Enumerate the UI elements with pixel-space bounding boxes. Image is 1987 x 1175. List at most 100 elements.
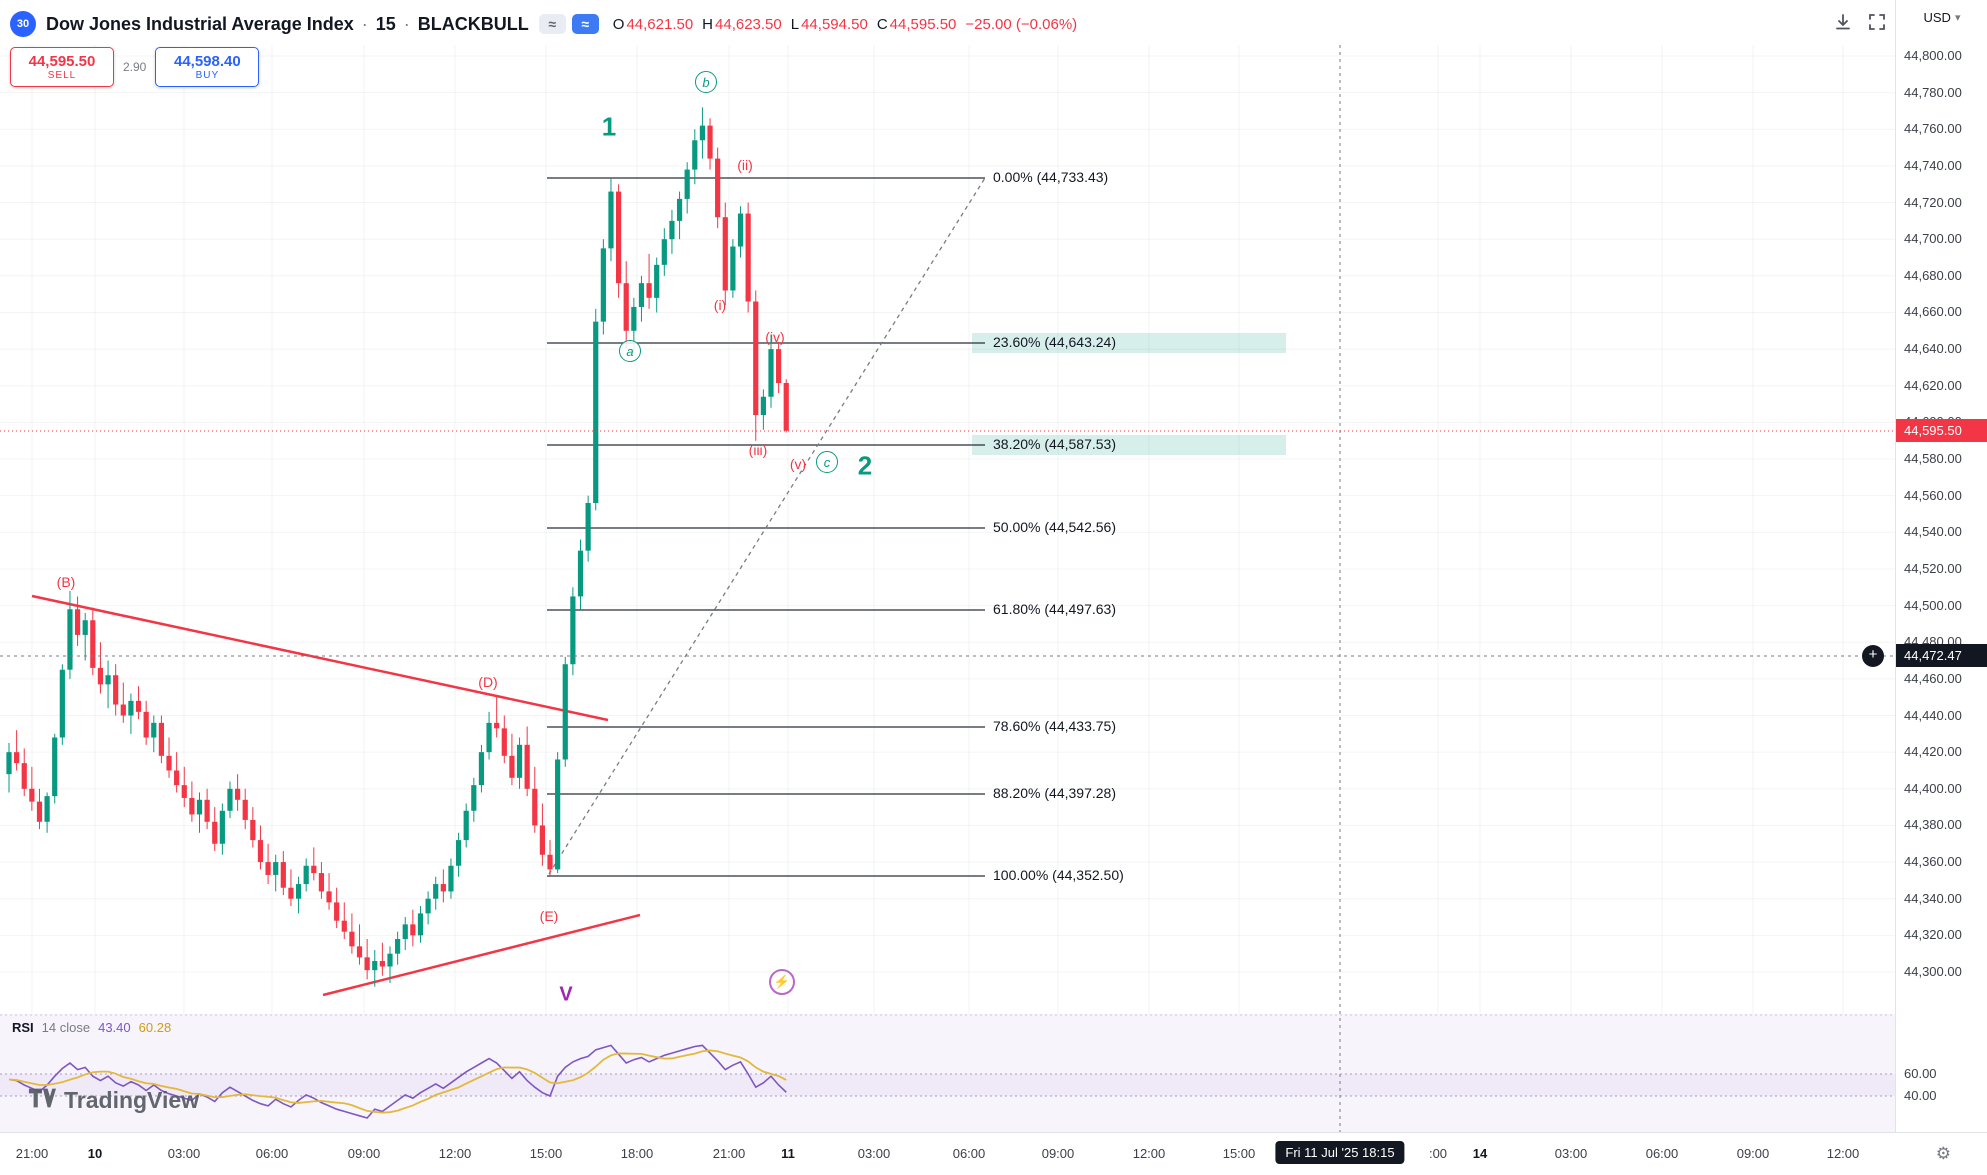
open-label: O bbox=[612, 15, 625, 33]
symbol-logo[interactable]: 30 bbox=[10, 11, 36, 37]
crosshair-price-badge: 44,472.47 bbox=[1896, 644, 1987, 667]
time-day-label: 11 bbox=[781, 1146, 795, 1161]
candle-body bbox=[6, 752, 12, 775]
rsi-legend[interactable]: RSI 14 close 43.40 60.28 bbox=[12, 1020, 171, 1035]
fullscreen-icon[interactable] bbox=[1867, 12, 1887, 32]
download-icon[interactable] bbox=[1833, 12, 1853, 32]
wave-label-2[interactable]: 2 bbox=[857, 450, 873, 481]
wave-label-1[interactable]: 1 bbox=[601, 111, 617, 142]
add-order-plus-icon[interactable]: + bbox=[1862, 645, 1884, 667]
chart-toolbar: 30 Dow Jones Industrial Average Index · … bbox=[10, 8, 1077, 40]
rsi-band-fill bbox=[0, 1074, 1895, 1096]
currency-dropdown[interactable]: USD ▾ bbox=[1896, 10, 1987, 25]
candle-body bbox=[417, 913, 424, 936]
wave-label-a[interactable]: a bbox=[619, 340, 641, 362]
close-label: C bbox=[876, 15, 888, 33]
current-price-badge: 44,595.50 bbox=[1896, 419, 1987, 442]
separator: · bbox=[403, 13, 410, 34]
price-tick-label: 44,780.00 bbox=[1904, 84, 1962, 100]
candle-body bbox=[616, 191, 622, 284]
rsi-tick-label: 60.00 bbox=[1904, 1066, 1937, 1081]
candle-body bbox=[59, 669, 65, 738]
symbol-title: Dow Jones Industrial Average Index · 15 … bbox=[46, 14, 529, 35]
price-tick-label: 44,700.00 bbox=[1904, 231, 1962, 247]
wave-label-b[interactable]: b bbox=[695, 71, 717, 93]
candle-body bbox=[356, 946, 363, 958]
candle-body bbox=[219, 810, 225, 844]
candle-body bbox=[395, 939, 401, 954]
broker-button[interactable]: BLACKBULL bbox=[417, 13, 529, 34]
wave-label-i[interactable]: (i) bbox=[713, 297, 727, 313]
wave-label-E[interactable]: (E) bbox=[539, 908, 559, 924]
fib-level-label: 78.60% (44,433.75) bbox=[993, 718, 1116, 734]
low-value: 44,594.50 bbox=[801, 15, 868, 33]
candle-body bbox=[722, 217, 728, 291]
candle-body bbox=[425, 898, 431, 914]
time-label: :00 bbox=[1428, 1146, 1448, 1161]
indicator-pills: ≈ ≈ bbox=[538, 14, 599, 34]
candle-body bbox=[577, 550, 584, 597]
price-tick-label: 44,400.00 bbox=[1904, 780, 1962, 796]
lightning-bolt-icon[interactable]: ⚡ bbox=[769, 969, 795, 995]
candle-body bbox=[326, 891, 332, 903]
candle-body bbox=[684, 169, 690, 199]
separator: · bbox=[361, 13, 368, 34]
candle-body bbox=[555, 759, 561, 870]
price-tick-label: 44,420.00 bbox=[1904, 744, 1962, 760]
price-tick-label: 44,460.00 bbox=[1904, 670, 1962, 686]
sell-button[interactable]: 44,595.50 SELL bbox=[10, 47, 114, 87]
candle-body bbox=[478, 752, 485, 786]
candle-body bbox=[745, 213, 751, 302]
fib-level-label: 61.80% (44,497.63) bbox=[993, 601, 1116, 617]
fib-level-label: 0.00% (44,733.43) bbox=[993, 169, 1109, 185]
wave-label-iv[interactable]: (iv) bbox=[765, 329, 785, 345]
price-axis[interactable]: USD ▾ 44,595.50 44,472.47 44,800.00 44,78… bbox=[1895, 0, 1987, 1132]
spread-value: 2.90 bbox=[123, 60, 147, 74]
wave-label-iii[interactable]: (iii) bbox=[748, 442, 768, 458]
candle-body bbox=[539, 825, 545, 855]
candle-body bbox=[646, 283, 652, 298]
rsi-ma-line bbox=[8, 1049, 787, 1114]
time-day-label: 10 bbox=[87, 1146, 103, 1161]
wave-label-v[interactable]: (v) bbox=[789, 456, 807, 472]
candle-body bbox=[311, 865, 317, 874]
candle-body bbox=[776, 349, 782, 384]
candle-body bbox=[730, 246, 736, 291]
candle-body bbox=[501, 728, 507, 756]
trend-line[interactable] bbox=[31, 594, 609, 722]
candle-body bbox=[212, 821, 218, 844]
time-label: 21:00 bbox=[712, 1146, 746, 1161]
time-label: 21:00 bbox=[15, 1146, 49, 1161]
candle-body bbox=[90, 620, 96, 668]
interval-button[interactable]: 15 bbox=[375, 13, 396, 34]
fib-trend-dashed-line[interactable] bbox=[548, 177, 986, 875]
candle-body bbox=[638, 283, 645, 307]
wave-label-D[interactable]: (D) bbox=[478, 674, 498, 690]
wave-label-ii[interactable]: (ii) bbox=[737, 157, 753, 173]
crosshair-time-badge: Fri 11 Jul '25 18:15 bbox=[1275, 1141, 1405, 1164]
time-axis[interactable]: Fri 11 Jul '25 18:15 ⚙ 21:00 10 03:00 06:00… bbox=[0, 1132, 1987, 1175]
symbol-name-button[interactable]: Dow Jones Industrial Average Index bbox=[46, 13, 354, 34]
candle-body bbox=[135, 700, 142, 712]
candle-body bbox=[783, 383, 789, 431]
wave-label-c[interactable]: c bbox=[816, 451, 838, 473]
gear-icon[interactable]: ⚙ bbox=[1935, 1144, 1951, 1163]
time-label: 03:00 bbox=[167, 1146, 201, 1161]
candle-body bbox=[227, 788, 233, 811]
indicator-pill-icon[interactable]: ≈ bbox=[538, 14, 566, 34]
wave-label-B[interactable]: (B) bbox=[56, 574, 76, 590]
candle-body bbox=[196, 799, 203, 815]
tradingview-watermark: TradingView bbox=[28, 1086, 199, 1115]
rsi-line bbox=[8, 1044, 787, 1119]
candle-body bbox=[14, 752, 20, 764]
candle-body bbox=[486, 722, 492, 753]
buy-button[interactable]: 44,598.40 BUY bbox=[155, 47, 260, 87]
candle-body bbox=[463, 810, 469, 841]
candle-body bbox=[318, 873, 325, 892]
trend-line[interactable] bbox=[322, 913, 641, 997]
indicator-pill-icon[interactable]: ≈ bbox=[571, 14, 599, 34]
wave-label-V[interactable]: V bbox=[559, 983, 573, 1006]
buy-label: BUY bbox=[195, 69, 220, 81]
